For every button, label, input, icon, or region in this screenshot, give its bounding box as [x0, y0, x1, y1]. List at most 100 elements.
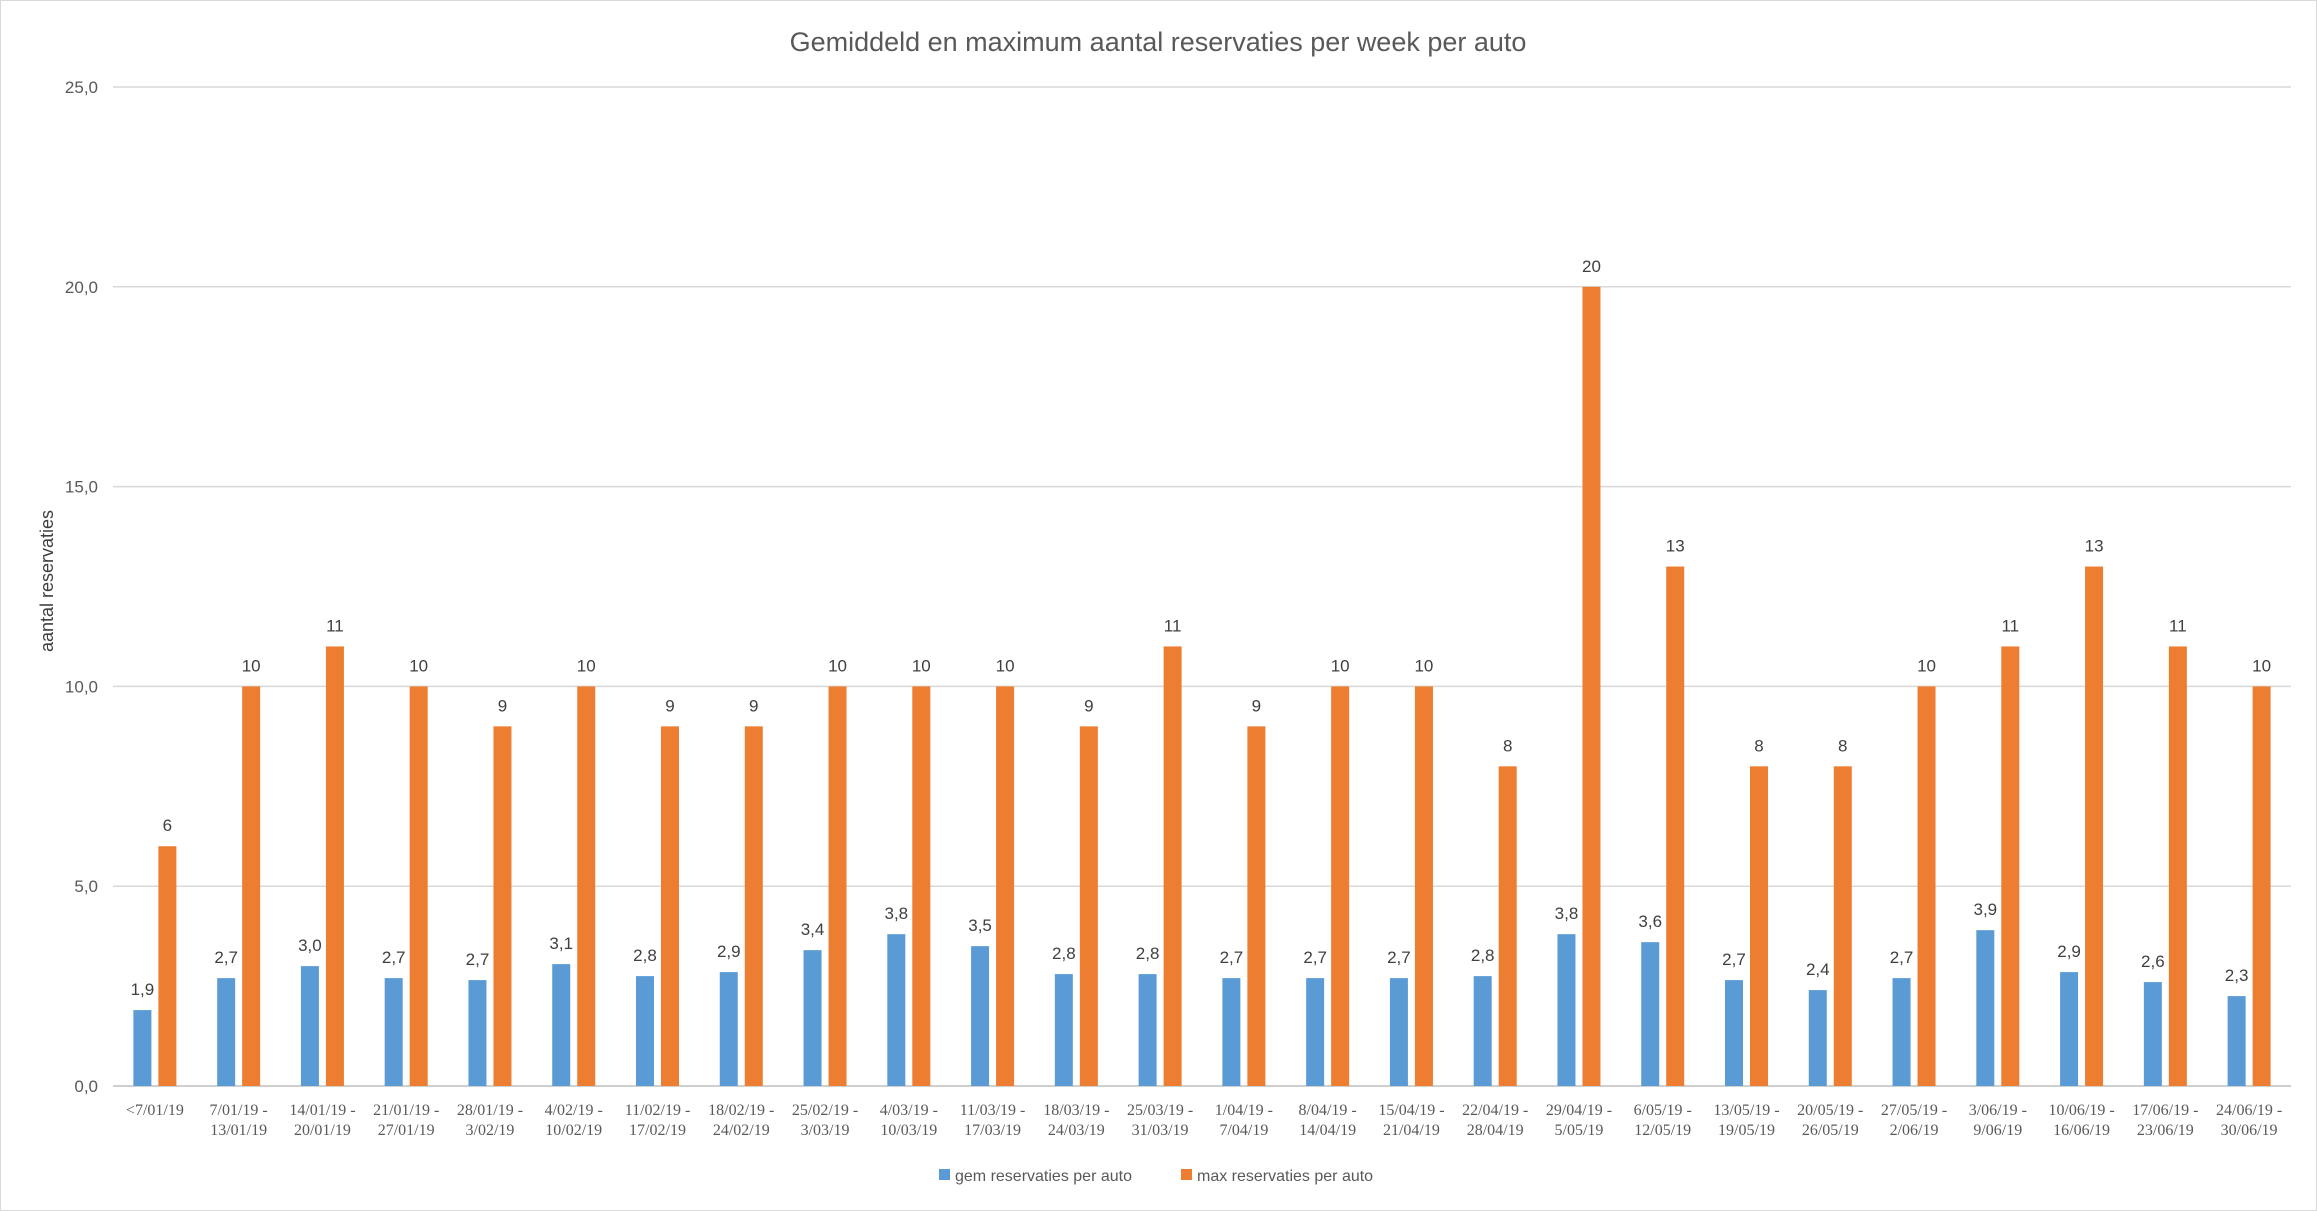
data-label: 10: [242, 656, 261, 675]
data-label: 2,7: [214, 948, 238, 967]
x-tick-label: 11/03/19 -: [960, 1102, 1026, 1119]
data-label: 9: [1084, 696, 1093, 715]
x-tick-label: 20/05/19 -: [1797, 1102, 1863, 1119]
y-axis-ticks: 0,0 5,0 10,0 15,0 20,0 25,0: [65, 78, 98, 1096]
data-label: 2,3: [2225, 966, 2249, 985]
data-label: 3,0: [298, 936, 322, 955]
y-tick-label: 0,0: [74, 1077, 98, 1096]
bar-max: [1750, 766, 1768, 1086]
bar-max: [1833, 766, 1852, 1086]
bar-gem: [1808, 990, 1827, 1086]
bar-max: [828, 686, 847, 1086]
x-tick-label: 17/02/19: [629, 1122, 686, 1139]
x-tick-label: 24/02/19: [713, 1122, 770, 1139]
data-label: 11: [2001, 616, 2019, 635]
bar-gem: [803, 950, 822, 1086]
bar-max: [996, 686, 1015, 1086]
x-tick-label: 21/04/19: [1383, 1122, 1440, 1139]
x-tick-label: 3/06/19 -: [1969, 1102, 2027, 1119]
bar-max: [1498, 766, 1517, 1086]
legend: gem reservaties per auto max reservaties …: [939, 1168, 1373, 1185]
x-tick-label: 7/01/19 -: [210, 1102, 268, 1119]
bar-gem: [887, 934, 906, 1086]
x-tick-label: 21/01/19 -: [373, 1102, 439, 1119]
chart-title: Gemiddeld en maximum aantal reservaties …: [790, 27, 1527, 57]
x-tick-label: 17/03/19: [964, 1122, 1021, 1139]
bar-max: [912, 686, 931, 1086]
data-label: 2,8: [1136, 944, 1160, 963]
data-label: 13: [1666, 537, 1685, 556]
data-label: 3,5: [968, 916, 992, 935]
bar-gem: [1976, 930, 1995, 1086]
x-tick-label: 24/06/19 -: [2216, 1102, 2282, 1119]
bar-max: [2252, 686, 2271, 1086]
x-tick-label: 27/05/19 -: [1881, 1102, 1947, 1119]
bar-max: [2085, 566, 2104, 1086]
bar-gem: [300, 966, 319, 1086]
data-label: 3,4: [801, 920, 825, 939]
data-label: 9: [1252, 696, 1261, 715]
data-label: 11: [326, 616, 344, 635]
bar-gem: [1892, 978, 1911, 1086]
bar-max: [744, 726, 763, 1086]
data-label: 8: [1503, 736, 1512, 755]
data-label: 10: [912, 656, 931, 675]
x-tick-label: 22/04/19 -: [1462, 1102, 1528, 1119]
x-tick-label: 11/02/19 -: [625, 1102, 691, 1119]
data-label: 11: [2169, 616, 2187, 635]
data-label: 2,7: [1890, 948, 1914, 967]
bar-gem: [1222, 978, 1241, 1086]
bar-gem: [636, 976, 654, 1086]
data-label: 3,1: [549, 934, 573, 953]
x-tick-label: 7/04/19: [1219, 1122, 1268, 1139]
data-label: 2,9: [717, 942, 741, 961]
x-tick-label: 10/02/19: [545, 1122, 602, 1139]
x-tick-label: 2/06/19: [1890, 1122, 1939, 1139]
data-label: 2,8: [1052, 944, 1076, 963]
y-tick-label: 15,0: [65, 478, 98, 497]
bar-max: [1582, 286, 1601, 1086]
x-tick-label: 25/03/19 -: [1127, 1102, 1193, 1119]
x-tick-label: 5/05/19: [1555, 1122, 1604, 1139]
legend-swatch: [939, 1169, 950, 1180]
data-label: 1,9: [131, 980, 155, 999]
bar-max: [1079, 726, 1098, 1086]
y-axis-label: aantal reservaties: [37, 510, 57, 652]
data-label: 2,8: [633, 946, 657, 965]
bar-max: [1247, 726, 1266, 1086]
bar-gem: [2143, 982, 2162, 1086]
x-tick-label: 19/05/19: [1718, 1122, 1775, 1139]
x-tick-label: 8/04/19 -: [1299, 1102, 1357, 1119]
bar-max: [2168, 646, 2187, 1086]
bar-gem: [1557, 934, 1576, 1086]
data-label: 2,9: [2057, 942, 2081, 961]
data-label: 8: [1754, 736, 1763, 755]
x-tick-label: 30/06/19: [2221, 1122, 2278, 1139]
bar-gem: [1641, 942, 1660, 1086]
bar-gem: [1725, 980, 1743, 1086]
y-tick-label: 10,0: [65, 677, 98, 696]
bar-max: [1414, 686, 1433, 1086]
data-labels: 1,9 6 2,7 10 3,0 11 2,7 10 2,7 9 3,1 10 2,8 9 2,9 9 3,4 1…: [131, 257, 2272, 999]
data-label: 2,7: [1387, 948, 1411, 967]
bar-max: [1666, 566, 1685, 1086]
bar-gem: [971, 946, 990, 1086]
x-tick-label: 3/02/19: [466, 1122, 515, 1139]
x-tick-label: 28/01/19 -: [457, 1102, 523, 1119]
data-label: 2,7: [1220, 948, 1244, 967]
x-tick-label: 13/01/19: [210, 1122, 267, 1139]
data-label: 10: [577, 656, 596, 675]
data-label: 2,8: [1471, 946, 1495, 965]
bar-gem: [1138, 974, 1157, 1086]
data-label: 3,8: [884, 904, 908, 923]
bar-max: [158, 846, 177, 1086]
x-axis-ticks: <7/01/19 7/01/19 - 13/01/19 14/01/19 - 20/01…: [126, 1102, 2282, 1139]
x-tick-label: 10/06/19 -: [2048, 1102, 2114, 1119]
bar-max: [2001, 646, 2020, 1086]
x-tick-label: 17/06/19 -: [2132, 1102, 2198, 1119]
bar-gem: [1389, 978, 1408, 1086]
x-tick-label: 28/04/19: [1467, 1122, 1524, 1139]
data-label: 3,6: [1638, 912, 1662, 931]
bar-max: [577, 686, 596, 1086]
